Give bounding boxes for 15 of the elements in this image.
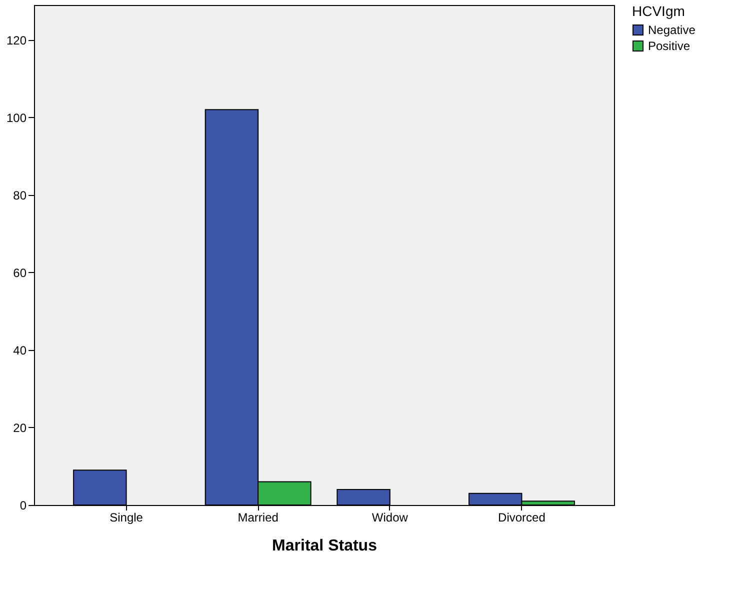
y-tick-label: 40 — [13, 343, 27, 358]
x-tick-label: Divorced — [498, 510, 546, 524]
legend-title: HCVIgm — [632, 3, 685, 19]
y-tick-label: 80 — [13, 188, 27, 202]
y-tick-label: 20 — [13, 420, 27, 435]
y-tick-label: 120 — [6, 33, 27, 48]
x-tick-label: Married — [238, 510, 278, 524]
x-axis-title: Marital Status — [272, 538, 378, 554]
y-tick-label: 60 — [13, 266, 27, 280]
legend-label: Negative — [648, 23, 696, 37]
x-tick-label: Single — [110, 510, 144, 524]
y-tick-label: 100 — [6, 110, 27, 125]
x-tick-label: Widow — [372, 510, 408, 524]
legend-label: Positive — [648, 39, 690, 53]
y-tick-label: 0 — [20, 498, 27, 512]
